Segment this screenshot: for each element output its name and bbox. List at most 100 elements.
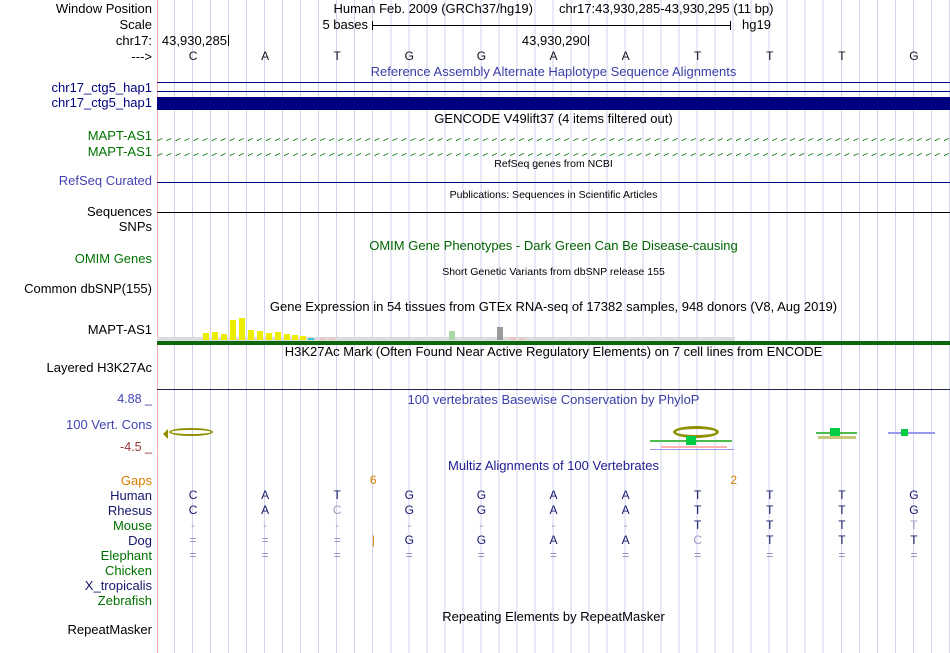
align-cell: -	[551, 518, 556, 532]
window-position-label: Window Position	[55, 1, 152, 16]
gtex-bar[interactable]	[510, 337, 516, 340]
conservation-label[interactable]: 100 Vert. Cons	[66, 417, 152, 432]
align-cell: =	[694, 548, 702, 562]
multiz-row-label-x-tropicalis[interactable]: X_tropicalis	[84, 578, 152, 593]
sequence-base: T	[694, 49, 702, 63]
gtex-bar[interactable]	[320, 338, 326, 340]
align-cell: T	[766, 533, 774, 547]
align-cell: =	[261, 533, 269, 547]
h3k27ac-label[interactable]: Layered H3K27Ac	[46, 360, 152, 375]
mapt-as1-row1-bar[interactable]: <<<<<<<<<<<<<<<<<<<<<<<<<<<<<<<<<<<<<<<<…	[157, 131, 950, 142]
hap1-solid-bar[interactable]	[157, 97, 950, 110]
mapt-as1-row2-bar[interactable]: <<<<<<<<<<<<<<<<<<<<<<<<<<<<<<<<<<<<<<<<…	[157, 146, 950, 157]
align-cell: =	[333, 533, 341, 547]
gtex-bar[interactable]	[239, 318, 245, 340]
align-cell: T	[694, 503, 702, 517]
sequence-base: T	[766, 49, 774, 63]
gtex-track-title: Gene Expression in 54 tissues from GTEx …	[269, 299, 838, 314]
range-text: chr17:43,930,285-43,930,295 (11 bp)	[559, 1, 774, 16]
align-cell: A	[621, 533, 630, 547]
sequence-base: G	[404, 49, 414, 63]
multiz-row-label-elephant[interactable]: Elephant	[100, 548, 152, 563]
sequences-line[interactable]	[157, 212, 950, 213]
scale-label: Scale	[119, 17, 152, 32]
sequence-base: T	[838, 49, 846, 63]
sequences-label[interactable]: Sequences	[86, 204, 152, 219]
conservation-axis-max: 4.88 _	[117, 392, 152, 406]
gtex-gene-label[interactable]: MAPT-AS1	[87, 322, 152, 337]
align-cell: =	[333, 548, 341, 562]
mapt-as1-chevrons: <<<<<<<<<<<<<<<<<<<<<<<<<<<<<<<<<<<<<<<<…	[157, 136, 950, 142]
hap1-row2-label[interactable]: chr17_ctg5_hap1	[51, 95, 152, 110]
multiz-row-label-chicken[interactable]: Chicken	[105, 563, 152, 578]
gtex-bar[interactable]	[308, 338, 314, 340]
gtex-bar[interactable]	[300, 336, 306, 340]
gtex-bar[interactable]	[292, 335, 298, 340]
gtex-bar[interactable]	[519, 338, 525, 340]
multiz-row-label-mouse[interactable]: Mouse	[112, 518, 152, 533]
common-dbsnp-label[interactable]: Common dbSNP(155)	[24, 281, 152, 296]
gtex-bar[interactable]	[329, 338, 335, 340]
repeatmasker-label[interactable]: RepeatMasker	[67, 622, 152, 637]
multiz-row-label-gaps[interactable]: Gaps	[120, 473, 152, 488]
align-cell: G	[404, 533, 414, 547]
chrom-label: chr17:	[115, 33, 152, 48]
hap1-chevron-bar[interactable]: >>>>>>>>>>>>>>>>>>>>>>>>>>>>>>>>>>>>>>>>…	[157, 82, 950, 92]
align-cell: -	[623, 518, 628, 532]
multiz-row-label-dog[interactable]: Dog	[128, 533, 152, 548]
multiz-row-label-human[interactable]: Human	[110, 488, 152, 503]
gtex-baseline[interactable]	[157, 341, 950, 345]
align-cell: G	[476, 533, 487, 547]
gencode-track-title: GENCODE V49lift37 (4 items filtered out)	[434, 111, 673, 126]
align-cell: -	[479, 518, 484, 532]
gtex-bar[interactable]	[230, 320, 236, 340]
gtex-bar[interactable]	[212, 332, 218, 340]
mapt-as1-row2-label[interactable]: MAPT-AS1	[87, 144, 152, 159]
sequence-base: A	[261, 49, 270, 63]
align-cell: =	[261, 548, 269, 562]
align-cell: A	[261, 503, 270, 517]
scale-bar-left-tick	[372, 21, 373, 30]
align-cell: G	[476, 503, 487, 517]
conservation-glyph	[686, 436, 696, 445]
conservation-axis-min: -4.5 _	[120, 440, 152, 454]
align-cell: T	[838, 503, 846, 517]
align-cell: G	[909, 503, 919, 517]
align-cell: A	[549, 533, 558, 547]
conservation-arrow-icon	[163, 429, 168, 439]
gtex-bar[interactable]	[257, 331, 263, 340]
gtex-bar[interactable]	[449, 331, 455, 340]
multiz-row-label-zebrafish[interactable]: Zebrafish	[97, 593, 152, 608]
hap1-row1-label[interactable]: chr17_ctg5_hap1	[51, 80, 152, 95]
align-cell: A	[621, 503, 630, 517]
align-cell: =	[838, 548, 846, 562]
left-guide-line	[157, 0, 158, 653]
refseq-curated-line[interactable]	[157, 182, 950, 183]
genome-position-header: Human Feb. 2009 (GRCh37/hg19) chr17:43,93…	[157, 2, 950, 15]
multiz-row-label-rhesus[interactable]: Rhesus	[107, 503, 152, 518]
sequence-base: G	[909, 49, 919, 63]
snps-label[interactable]: SNPs	[118, 219, 152, 234]
conservation-glyph	[650, 449, 734, 450]
sequence-base: T	[333, 49, 341, 63]
omim-genes-label[interactable]: OMIM Genes	[74, 251, 152, 266]
gtex-bar[interactable]	[266, 333, 272, 340]
align-cell: =	[477, 548, 485, 562]
gtex-bar[interactable]	[275, 332, 281, 340]
gtex-bar[interactable]	[221, 334, 227, 340]
refseq-track-title: RefSeq genes from NCBI	[494, 158, 613, 170]
h3k27ac-baseline	[157, 389, 950, 390]
align-cell: -	[263, 518, 268, 532]
gtex-bar[interactable]	[497, 327, 503, 340]
gtex-bar[interactable]	[284, 334, 290, 340]
align-cell: 2	[730, 473, 738, 487]
gtex-bar[interactable]	[203, 333, 209, 340]
mapt-as1-row1-label[interactable]: MAPT-AS1	[87, 128, 152, 143]
align-cell: C	[188, 488, 198, 502]
refseq-curated-label[interactable]: RefSeq Curated	[58, 173, 152, 188]
gtex-bar[interactable]	[248, 330, 254, 340]
align-cell: G	[404, 503, 414, 517]
coordinate-left: 43,930,285	[161, 33, 227, 48]
align-cell: T	[766, 503, 774, 517]
mapt-as1-chevrons: <<<<<<<<<<<<<<<<<<<<<<<<<<<<<<<<<<<<<<<<…	[157, 151, 950, 157]
